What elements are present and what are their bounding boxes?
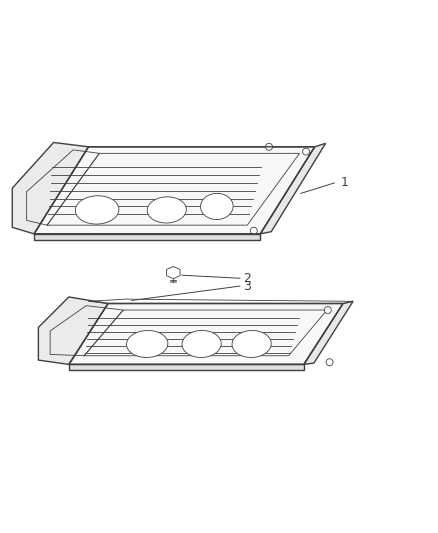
- Polygon shape: [260, 143, 325, 234]
- Polygon shape: [34, 234, 260, 240]
- Polygon shape: [69, 365, 304, 370]
- Ellipse shape: [75, 196, 119, 224]
- Ellipse shape: [201, 193, 233, 220]
- Circle shape: [303, 148, 310, 155]
- Polygon shape: [166, 266, 180, 279]
- Circle shape: [251, 228, 257, 235]
- Polygon shape: [12, 142, 88, 234]
- Polygon shape: [39, 297, 108, 365]
- Text: 1: 1: [341, 176, 349, 189]
- Ellipse shape: [232, 330, 271, 358]
- Text: 3: 3: [243, 280, 251, 293]
- Circle shape: [324, 306, 331, 313]
- Text: 2: 2: [243, 272, 251, 285]
- Circle shape: [265, 143, 272, 150]
- Polygon shape: [34, 147, 315, 234]
- Circle shape: [326, 359, 333, 366]
- Ellipse shape: [127, 330, 168, 358]
- Ellipse shape: [182, 330, 221, 358]
- Polygon shape: [304, 301, 353, 365]
- Ellipse shape: [147, 197, 186, 223]
- Polygon shape: [69, 303, 343, 365]
